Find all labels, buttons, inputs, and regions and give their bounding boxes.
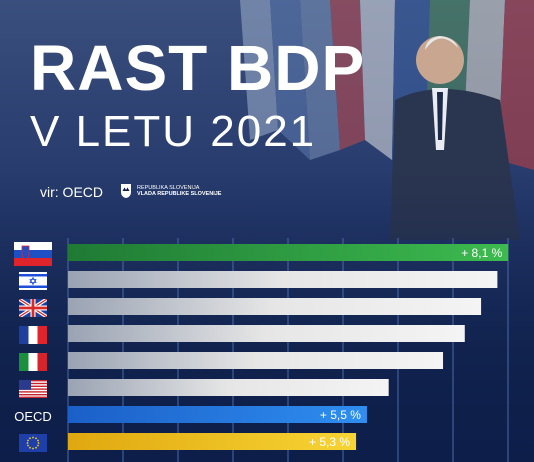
category-label-uk (0, 299, 66, 317)
slovenia-flag-icon (14, 242, 52, 266)
category-label-slovenia (0, 242, 66, 266)
bar-5 (68, 379, 389, 396)
category-label-oecd: OECD (14, 408, 52, 424)
chart-title: RAST BDP (30, 32, 366, 104)
category-label-france (0, 326, 66, 344)
category-label-italy (0, 353, 66, 371)
usa-flag-icon (19, 380, 47, 398)
bar-6 (68, 406, 367, 423)
source-label: vir: OECD (40, 184, 103, 200)
chart-subtitle: V LETU 2021 (30, 107, 317, 156)
category-label-eu (0, 434, 66, 452)
category-label-usa (0, 380, 66, 398)
bar-2 (68, 298, 482, 315)
government-logo: REPUBLIKA SLOVENIJA VLADA REPUBLIKE SLOV… (120, 180, 221, 202)
bars: + 8,1 % + 5,5 % + 5,3 % (68, 244, 509, 450)
gdp-growth-bar-chart: + 8,1 % + 5,5 % + 5,3 % (67, 238, 509, 462)
category-label-israel (0, 272, 66, 290)
bar-value-label-0: + 8,1 % (461, 246, 502, 260)
bar-4 (68, 352, 444, 369)
bar-0 (68, 244, 509, 261)
uk-flag-icon (19, 299, 47, 317)
bar-value-label-7: + 5,3 % (309, 435, 350, 449)
bar-1 (68, 271, 498, 288)
israel-flag-icon (19, 272, 47, 290)
italy-flag-icon (19, 353, 47, 371)
coat-of-arms-icon (121, 184, 131, 198)
gov-logo-line1: REPUBLIKA SLOVENIJA (137, 184, 200, 191)
gov-logo-line2: VLADA REPUBLIKE SLOVENIJE (137, 191, 222, 197)
bar-value-label-6: + 5,5 % (320, 408, 361, 422)
bar-7 (68, 433, 357, 450)
france-flag-icon (19, 326, 47, 344)
eu-flag-icon (19, 434, 47, 452)
bar-3 (68, 325, 465, 342)
